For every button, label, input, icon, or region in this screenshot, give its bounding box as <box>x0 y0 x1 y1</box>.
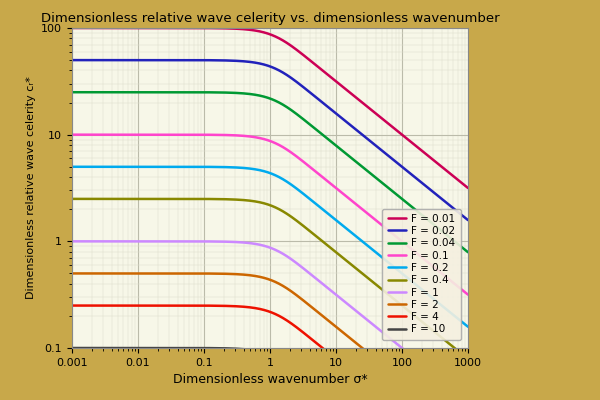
Legend: F = 0.01, F = 0.02, F = 0.04, F = 0.1, F = 0.2, F = 0.4, F = 1, F = 2, F = 4, F : F = 0.01, F = 0.02, F = 0.04, F = 0.1, F… <box>382 208 461 340</box>
F = 10 <box>140 346 148 350</box>
F = 0.4 <box>306 228 313 233</box>
F = 1 <box>326 287 333 292</box>
F = 4 <box>326 351 333 356</box>
F = 0.01 <box>68 26 76 30</box>
F = 2 <box>364 350 371 355</box>
F = 0.2 <box>68 164 76 169</box>
Y-axis label: Dimensionless relative wave celerity cᵣ*: Dimensionless relative wave celerity cᵣ* <box>26 76 36 300</box>
F = 4 <box>140 303 148 308</box>
Line: F = 0.01: F = 0.01 <box>72 28 468 188</box>
F = 1 <box>140 239 148 244</box>
F = 0.4 <box>364 275 371 280</box>
F = 1 <box>364 318 371 322</box>
F = 0.02 <box>464 218 472 222</box>
F = 0.04 <box>140 90 148 95</box>
F = 1 <box>464 399 472 400</box>
F = 2 <box>326 319 333 324</box>
F = 0.01 <box>394 129 401 134</box>
Line: F = 1: F = 1 <box>72 241 468 400</box>
F = 2 <box>140 271 148 276</box>
F = 0.02 <box>220 58 227 63</box>
F = 0.4 <box>140 196 148 201</box>
F = 0.04 <box>68 90 76 95</box>
F = 0.4 <box>220 197 227 202</box>
Line: F = 0.2: F = 0.2 <box>72 167 468 327</box>
Line: F = 0.02: F = 0.02 <box>72 60 468 220</box>
F = 2 <box>68 271 76 276</box>
F = 0.02 <box>68 58 76 62</box>
F = 0.1 <box>364 211 371 216</box>
F = 0.02 <box>306 90 313 94</box>
F = 0.4 <box>464 356 472 361</box>
F = 10 <box>326 394 333 398</box>
F = 0.02 <box>394 161 401 166</box>
F = 0.01 <box>326 74 333 78</box>
F = 0.4 <box>326 244 333 249</box>
F = 2 <box>220 271 227 276</box>
F = 0.2 <box>140 164 148 169</box>
F = 4 <box>68 303 76 308</box>
F = 0.04 <box>220 90 227 95</box>
Line: F = 10: F = 10 <box>72 348 468 400</box>
F = 0.04 <box>364 168 371 173</box>
Line: F = 0.4: F = 0.4 <box>72 199 468 359</box>
F = 4 <box>220 304 227 308</box>
F = 0.4 <box>394 300 401 304</box>
F = 0.02 <box>364 136 371 141</box>
F = 0.1 <box>394 235 401 240</box>
F = 0.01 <box>220 26 227 31</box>
F = 2 <box>306 303 313 308</box>
F = 1 <box>394 342 401 347</box>
F = 0.1 <box>306 164 313 169</box>
F = 0.01 <box>364 104 371 109</box>
F = 0.1 <box>220 132 227 137</box>
F = 0.1 <box>68 132 76 137</box>
F = 0.04 <box>394 193 401 198</box>
F = 4 <box>364 382 371 387</box>
F = 0.04 <box>326 138 333 143</box>
F = 0.2 <box>220 165 227 170</box>
F = 0.2 <box>394 268 401 272</box>
F = 0.1 <box>140 132 148 137</box>
F = 0.1 <box>464 292 472 297</box>
F = 0.01 <box>464 186 472 190</box>
Title: Dimensionless relative wave celerity vs. dimensionless wavenumber: Dimensionless relative wave celerity vs.… <box>41 12 499 26</box>
F = 2 <box>394 374 401 379</box>
Line: F = 0.1: F = 0.1 <box>72 135 468 295</box>
F = 1 <box>68 239 76 244</box>
F = 0.2 <box>364 243 371 248</box>
F = 0.04 <box>464 250 472 255</box>
F = 4 <box>306 335 313 340</box>
F = 10 <box>220 346 227 351</box>
F = 0.01 <box>140 26 148 30</box>
X-axis label: Dimensionless wavenumber σ*: Dimensionless wavenumber σ* <box>173 373 367 386</box>
Line: F = 0.04: F = 0.04 <box>72 92 468 252</box>
F = 0.2 <box>464 324 472 329</box>
F = 0.2 <box>306 196 313 201</box>
F = 1 <box>220 239 227 244</box>
F = 10 <box>68 346 76 350</box>
F = 0.02 <box>140 58 148 62</box>
Line: F = 2: F = 2 <box>72 274 468 400</box>
F = 10 <box>306 378 313 382</box>
F = 0.02 <box>326 106 333 111</box>
F = 0.04 <box>306 122 313 126</box>
F = 0.01 <box>306 58 313 62</box>
Line: F = 4: F = 4 <box>72 306 468 400</box>
F = 1 <box>306 271 313 276</box>
F = 0.4 <box>68 196 76 201</box>
F = 0.1 <box>326 180 333 185</box>
F = 0.2 <box>326 212 333 217</box>
